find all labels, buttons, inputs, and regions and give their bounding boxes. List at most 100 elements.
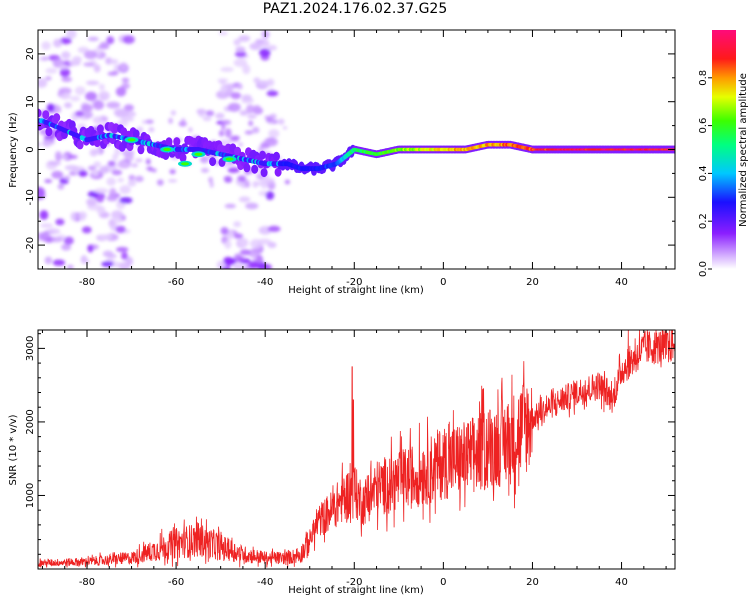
noise-blob: [266, 90, 279, 97]
noise-blob: [235, 46, 246, 53]
ridge-highlight: [181, 162, 189, 166]
noise-blob: [115, 225, 126, 234]
noise-blob: [39, 210, 49, 220]
noise-blob: [145, 119, 154, 124]
noise-blob: [224, 175, 233, 183]
noise-blob: [85, 91, 98, 102]
noise-blob: [70, 95, 81, 102]
noise-blob: [92, 100, 105, 110]
noise-blob: [249, 42, 262, 51]
noise-blob: [55, 218, 65, 226]
noise-blob: [229, 169, 237, 173]
noise-blob: [220, 67, 234, 72]
noise-blob: [205, 110, 215, 117]
noise-blob: [59, 37, 72, 45]
noise-blob: [93, 64, 101, 73]
noise-blob: [44, 256, 53, 265]
noise-blob: [91, 171, 100, 177]
noise-blob: [237, 175, 247, 182]
noise-blob: [239, 237, 249, 248]
noise-blob: [64, 165, 79, 171]
noise-blob: [135, 158, 143, 163]
noise-blob: [119, 185, 131, 195]
y-tick-label: 0: [25, 146, 36, 152]
noise-blob: [230, 92, 242, 100]
noise-blob: [66, 264, 74, 269]
noise-blob: [106, 36, 115, 45]
noise-blob: [271, 142, 276, 146]
noise-blob: [118, 261, 131, 269]
noise-blob: [209, 181, 214, 188]
noise-blob: [109, 59, 119, 65]
noise-blob: [74, 86, 86, 96]
noise-blob: [188, 127, 193, 133]
ridge-highlight: [225, 157, 234, 161]
ridge-blob: [137, 145, 145, 155]
noise-blob: [200, 167, 210, 173]
noise-blob: [47, 161, 62, 166]
noise-blob: [259, 143, 270, 149]
noise-blob: [106, 177, 116, 186]
noise-blob: [42, 139, 55, 146]
noise-blob: [83, 62, 95, 67]
figure-title: PAZ1.2024.176.02.37.G25: [262, 1, 448, 17]
ridge-blob: [179, 153, 187, 163]
noise-blob: [107, 160, 116, 167]
noise-blob: [88, 165, 97, 171]
noise-blob: [83, 259, 90, 264]
ridge-blob: [76, 140, 84, 150]
x-tick-label: 0: [440, 277, 446, 288]
noise-blob: [63, 175, 71, 180]
noise-blob: [251, 247, 260, 254]
x-tick-label: 20: [526, 277, 539, 288]
noise-blob: [113, 217, 123, 224]
noise-blob: [96, 205, 105, 215]
noise-blob: [75, 110, 84, 117]
noise-blob: [45, 76, 52, 81]
noise-blob: [61, 243, 72, 251]
noise-blob: [151, 168, 157, 173]
colorbar-tick-label: 0.8: [698, 70, 709, 86]
noise-blob: [169, 169, 176, 175]
noise-blob: [99, 234, 113, 240]
noise-blob: [232, 263, 245, 269]
noise-blob: [101, 261, 114, 267]
y-tick-label: 1000: [25, 483, 36, 508]
noise-blob: [66, 30, 77, 39]
noise-blob: [121, 252, 128, 260]
noise-blob: [229, 136, 239, 142]
noise-blob: [38, 78, 48, 88]
colorbar-label: Normalized spectral amplitude: [738, 73, 749, 227]
spectrogram-panel: -80 -60 -40 -20 0 20 40 -20 -10 0 10 20 Height of s…: [8, 29, 676, 296]
y-tick-label: 3000: [25, 336, 36, 361]
y-tick-label: -10: [25, 189, 36, 205]
noise-blob: [267, 241, 277, 249]
noise-blob: [202, 116, 212, 122]
noise-blob: [84, 50, 98, 60]
noise-blob: [111, 169, 123, 176]
noise-blob: [245, 182, 250, 188]
noise-blob: [87, 244, 94, 253]
noise-blob: [258, 238, 272, 245]
x-tick-label: -40: [257, 277, 273, 288]
noise-blob: [269, 113, 277, 120]
noise-blob: [234, 51, 247, 58]
noise-blob: [50, 236, 64, 243]
noise-blob: [267, 78, 275, 87]
noise-blobs: [38, 30, 290, 269]
noise-blob: [196, 108, 206, 115]
snr-x-label: Height of straight line (km): [288, 585, 424, 596]
noise-blob: [128, 174, 136, 181]
ridge-blob: [173, 137, 181, 147]
x-tick-label: -60: [168, 577, 184, 588]
ridge-blob: [38, 108, 42, 118]
noise-blob: [81, 226, 92, 234]
noise-blob: [52, 259, 66, 266]
noise-blob: [245, 202, 259, 210]
ridge-blob: [259, 150, 266, 160]
y-tick-label: 20: [25, 48, 36, 61]
noise-blob: [47, 228, 61, 235]
spectrogram-x-label: Height of straight line (km): [288, 285, 424, 296]
noise-blob: [64, 102, 72, 109]
